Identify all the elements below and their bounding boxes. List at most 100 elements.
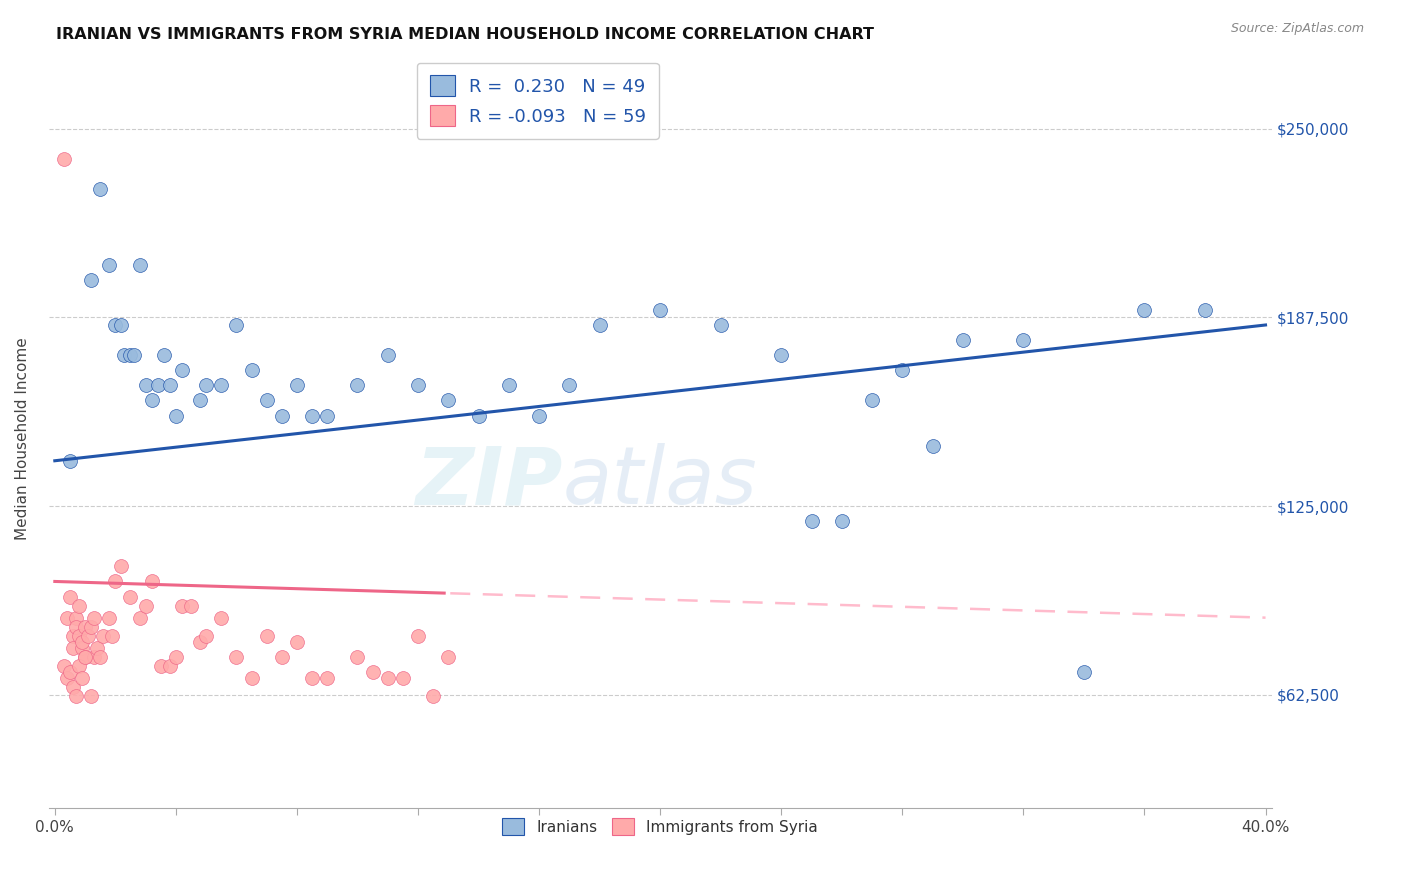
Point — [112, 348, 135, 362]
Point — [240, 363, 263, 377]
Point — [152, 348, 174, 362]
Point — [650, 302, 672, 317]
Point — [56, 610, 79, 624]
Point — [188, 393, 211, 408]
Point — [831, 514, 853, 528]
Point — [89, 182, 111, 196]
Point — [285, 635, 308, 649]
Point — [70, 671, 93, 685]
Point — [141, 393, 163, 408]
Point — [67, 599, 90, 613]
Point — [710, 318, 733, 332]
Point — [437, 393, 460, 408]
Point — [110, 559, 132, 574]
Point — [59, 590, 82, 604]
Point — [98, 610, 121, 624]
Point — [52, 659, 75, 673]
Point — [240, 671, 263, 685]
Point — [77, 629, 100, 643]
Point — [1194, 302, 1216, 317]
Point — [165, 409, 187, 423]
Point — [361, 665, 384, 679]
Point — [195, 378, 218, 392]
Point — [80, 620, 103, 634]
Point — [70, 640, 93, 655]
Point — [159, 659, 181, 673]
Point — [159, 378, 181, 392]
Point — [209, 378, 232, 392]
Point — [135, 378, 157, 392]
Point — [860, 393, 883, 408]
Point — [75, 620, 97, 634]
Point — [86, 640, 108, 655]
Point — [952, 333, 974, 347]
Point — [285, 378, 308, 392]
Point — [83, 610, 105, 624]
Point — [180, 599, 202, 613]
Point — [301, 671, 323, 685]
Point — [498, 378, 520, 392]
Point — [406, 378, 429, 392]
Point — [80, 273, 103, 287]
Point — [62, 629, 84, 643]
Point — [891, 363, 914, 377]
Point — [75, 649, 97, 664]
Point — [128, 610, 150, 624]
Point — [59, 665, 82, 679]
Point — [52, 152, 75, 166]
Point — [120, 590, 142, 604]
Point — [1012, 333, 1035, 347]
Point — [65, 689, 87, 703]
Point — [101, 629, 124, 643]
Point — [316, 671, 339, 685]
Point — [770, 348, 793, 362]
Point — [59, 454, 82, 468]
Point — [921, 439, 943, 453]
Point — [270, 409, 292, 423]
Text: IRANIAN VS IMMIGRANTS FROM SYRIA MEDIAN HOUSEHOLD INCOME CORRELATION CHART: IRANIAN VS IMMIGRANTS FROM SYRIA MEDIAN … — [56, 27, 875, 42]
Point — [377, 348, 399, 362]
Point — [188, 635, 211, 649]
Point — [800, 514, 823, 528]
Text: Source: ZipAtlas.com: Source: ZipAtlas.com — [1230, 22, 1364, 36]
Point — [80, 689, 103, 703]
Point — [170, 599, 193, 613]
Point — [527, 409, 550, 423]
Point — [316, 409, 339, 423]
Point — [270, 649, 292, 664]
Point — [135, 599, 157, 613]
Point — [98, 258, 121, 272]
Point — [225, 649, 247, 664]
Legend: Iranians, Immigrants from Syria: Iranians, Immigrants from Syria — [494, 808, 827, 845]
Point — [104, 574, 127, 589]
Point — [65, 620, 87, 634]
Point — [346, 378, 368, 392]
Point — [422, 689, 444, 703]
Point — [67, 659, 90, 673]
Point — [91, 629, 114, 643]
Y-axis label: Median Household Income: Median Household Income — [15, 337, 30, 540]
Point — [256, 629, 278, 643]
Point — [170, 363, 193, 377]
Point — [225, 318, 247, 332]
Point — [256, 393, 278, 408]
Point — [406, 629, 429, 643]
Point — [104, 318, 127, 332]
Point — [149, 659, 172, 673]
Point — [83, 649, 105, 664]
Point — [346, 649, 368, 664]
Text: atlas: atlas — [562, 443, 756, 522]
Point — [301, 409, 323, 423]
Point — [558, 378, 581, 392]
Point — [70, 635, 93, 649]
Point — [392, 671, 415, 685]
Point — [65, 610, 87, 624]
Point — [195, 629, 218, 643]
Point — [141, 574, 163, 589]
Point — [165, 649, 187, 664]
Point — [89, 649, 111, 664]
Point — [62, 680, 84, 694]
Point — [209, 610, 232, 624]
Point — [146, 378, 169, 392]
Text: ZIP: ZIP — [415, 443, 562, 522]
